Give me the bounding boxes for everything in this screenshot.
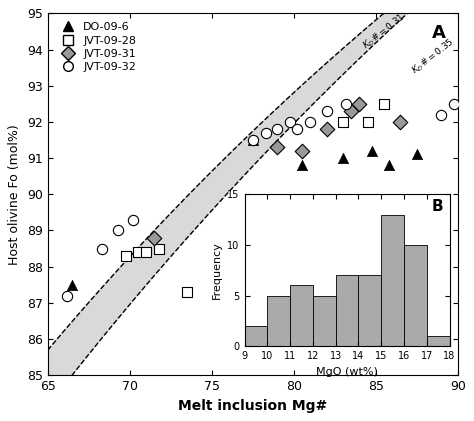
Point — [438, 111, 445, 118]
Point — [273, 126, 281, 133]
Point — [293, 126, 301, 133]
Point — [129, 216, 137, 223]
Point — [369, 147, 376, 154]
Point — [319, 209, 327, 216]
Point — [323, 126, 330, 133]
Point — [69, 281, 76, 288]
Y-axis label: Host olivine Fo (mol%): Host olivine Fo (mol%) — [9, 124, 21, 265]
Point — [385, 162, 392, 169]
Point — [413, 151, 420, 158]
Point — [249, 137, 256, 144]
Point — [451, 101, 458, 107]
Point — [339, 119, 346, 125]
Point — [397, 119, 404, 125]
Point — [339, 155, 346, 162]
Point — [151, 234, 158, 241]
Point — [298, 147, 306, 154]
Point — [356, 101, 363, 107]
Point — [98, 245, 106, 252]
Point — [115, 227, 122, 234]
Point — [183, 289, 191, 296]
Point — [287, 119, 294, 125]
Point — [306, 119, 314, 125]
Point — [347, 108, 355, 115]
Point — [342, 101, 350, 107]
Point — [380, 101, 388, 107]
Point — [364, 119, 371, 125]
Point — [142, 249, 150, 256]
Point — [123, 253, 130, 259]
Text: $K_D\# = 0.35$: $K_D\# = 0.35$ — [409, 36, 457, 77]
Point — [155, 245, 163, 252]
Point — [273, 144, 281, 151]
Point — [64, 292, 71, 299]
Point — [262, 129, 270, 136]
Point — [249, 137, 256, 144]
Point — [134, 249, 142, 256]
Point — [298, 162, 306, 169]
Legend: DO-09-6, JVT-09-28, JVT-09-31, JVT-09-32: DO-09-6, JVT-09-28, JVT-09-31, JVT-09-32 — [53, 19, 140, 75]
Text: A: A — [431, 24, 446, 42]
Point — [323, 108, 330, 115]
X-axis label: Melt inclusion Mg#: Melt inclusion Mg# — [178, 399, 328, 413]
Text: $K_D\# = 0.31$: $K_D\# = 0.31$ — [360, 11, 408, 52]
